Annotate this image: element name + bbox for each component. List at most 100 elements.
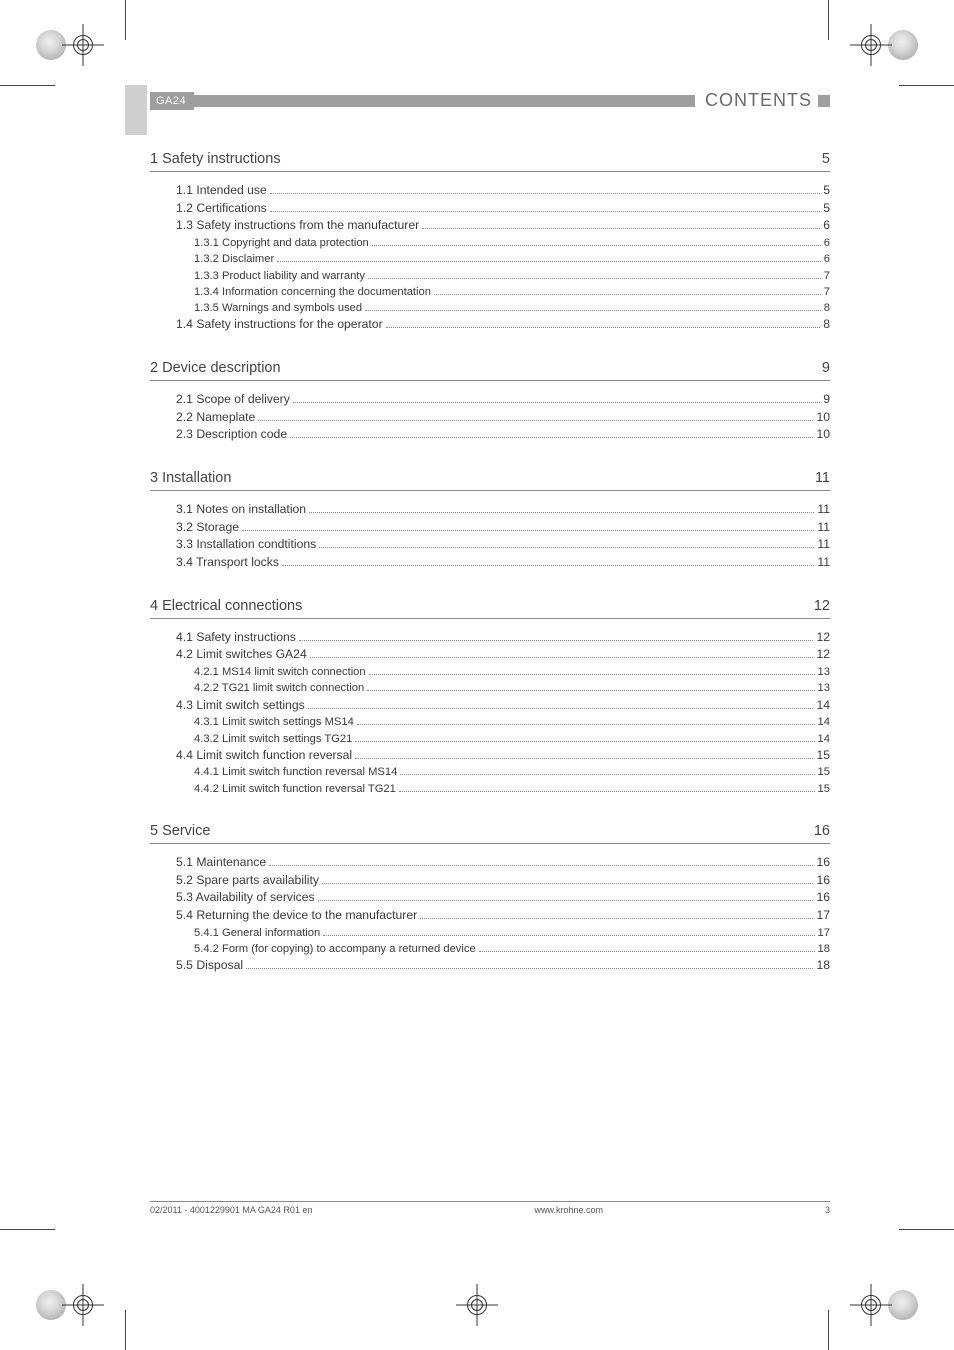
toc-entry-label: 5.2 Spare parts availability (176, 872, 319, 890)
toc-entry-page: 11 (817, 519, 830, 537)
toc-leader-dots (367, 690, 814, 691)
toc-entry-label: 3.3 Installation condtitions (176, 536, 316, 554)
page-content: GA24 CONTENTS 1 Safety instructions51.1 … (150, 90, 830, 975)
toc-entry-label: 1.3 Safety instructions from the manufac… (176, 217, 419, 235)
toc-entry-label: 4.2.2 TG21 limit switch connection (194, 680, 364, 696)
toc-entry-label: 4.4.2 Limit switch function reversal TG2… (194, 781, 396, 797)
toc-section-heading: 2 Device description9 (150, 360, 830, 381)
toc-entry: 2.2 Nameplate10 (176, 409, 830, 427)
toc-leader-dots (242, 530, 814, 531)
toc-leader-dots (270, 211, 820, 212)
toc-entry-page: 5 (823, 182, 830, 200)
toc-entry-page: 6 (824, 251, 830, 267)
toc-leader-dots (420, 918, 813, 919)
toc-entry: 1.3.3 Product liability and warranty7 (176, 268, 830, 284)
toc-leader-dots (369, 674, 815, 675)
toc-entry-label: 4.3.2 Limit switch settings TG21 (194, 731, 352, 747)
toc-entry-page: 14 (816, 697, 830, 715)
toc-entry-page: 17 (818, 925, 830, 941)
toc-entry-label: 4.4 Limit switch function reversal (176, 747, 352, 765)
toc-entry-label: 5.4 Returning the device to the manufact… (176, 907, 417, 925)
toc-entry: 4.3.1 Limit switch settings MS1414 (176, 714, 830, 730)
toc-section-page: 16 (814, 823, 830, 839)
registration-mark-bc (460, 1288, 494, 1322)
toc-entry-label: 5.5 Disposal (176, 957, 243, 975)
toc-entry-label: 5.4.2 Form (for copying) to accompany a … (194, 941, 476, 957)
registration-mark-tl (36, 28, 100, 62)
toc-entry: 3.1 Notes on installation11 (176, 501, 830, 519)
toc-leader-dots (290, 437, 813, 438)
toc-leader-dots (323, 935, 814, 936)
toc-entry: 5.5 Disposal 18 (176, 957, 830, 975)
toc-leader-dots (386, 327, 821, 328)
toc-entry: 1.4 Safety instructions for the operator… (176, 316, 830, 334)
toc-entry: 4.4.2 Limit switch function reversal TG2… (176, 781, 830, 797)
toc-entry-page: 13 (818, 680, 830, 696)
toc-entry-page: 16 (816, 872, 830, 890)
toc-leader-dots (270, 193, 820, 194)
toc-entry-label: 2.3 Description code (176, 426, 287, 444)
crop-mark (0, 1229, 55, 1230)
toc-leader-dots (422, 228, 820, 229)
toc-entry: 5.3 Availability of services16 (176, 889, 830, 907)
toc-entry: 5.4.2 Form (for copying) to accompany a … (176, 941, 830, 957)
toc-leader-dots (308, 708, 814, 709)
header-tag: GA24 (150, 92, 194, 110)
toc-entry: 4.3 Limit switch settings14 (176, 697, 830, 715)
registration-mark-br (854, 1288, 918, 1322)
toc-entry-page: 7 (824, 268, 830, 284)
toc-entry-page: 15 (818, 781, 830, 797)
toc-entry-page: 18 (816, 957, 830, 975)
toc-section-title: 1 Safety instructions (150, 151, 281, 167)
toc-section-heading: 1 Safety instructions5 (150, 151, 830, 172)
toc-entry-page: 18 (818, 941, 830, 957)
toc-entry-page: 11 (817, 536, 830, 554)
header-square-icon (818, 95, 830, 107)
toc-section-body: 5.1 Maintenance165.2 Spare parts availab… (150, 854, 830, 975)
toc-entry: 5.4 Returning the device to the manufact… (176, 907, 830, 925)
bleed-chip (125, 85, 147, 135)
toc-entry: 5.4.1 General information17 (176, 925, 830, 941)
toc-leader-dots (399, 791, 815, 792)
toc-entry: 1.3.2 Disclaimer 6 (176, 251, 830, 267)
toc-entry: 4.4 Limit switch function reversal15 (176, 747, 830, 765)
toc-entry-label: 4.2 Limit switches GA24 (176, 646, 307, 664)
toc-section-body: 3.1 Notes on installation113.2 Storage11… (150, 501, 830, 572)
toc-entry-page: 17 (816, 907, 830, 925)
toc-leader-dots (310, 657, 814, 658)
toc-section: 2 Device description92.1 Scope of delive… (150, 360, 830, 444)
toc-leader-dots (318, 900, 814, 901)
toc-leader-dots (355, 758, 813, 759)
toc-entry-page: 12 (816, 646, 830, 664)
toc-section: 5 Service165.1 Maintenance165.2 Spare pa… (150, 823, 830, 975)
table-of-contents: 1 Safety instructions51.1 Intended use51… (150, 151, 830, 975)
toc-leader-dots (434, 294, 821, 295)
crop-mark (828, 0, 829, 40)
toc-leader-dots (372, 245, 821, 246)
toc-entry-label: 1.2 Certifications (176, 200, 267, 218)
toc-entry-page: 8 (823, 316, 830, 334)
toc-leader-dots (293, 402, 820, 403)
toc-section-heading: 5 Service16 (150, 823, 830, 844)
toc-entry-label: 1.3.4 Information concerning the documen… (194, 284, 431, 300)
toc-entry-page: 16 (816, 854, 830, 872)
toc-leader-dots (246, 968, 813, 969)
toc-entry: 4.2.2 TG21 limit switch connection 13 (176, 680, 830, 696)
toc-entry: 1.3.4 Information concerning the documen… (176, 284, 830, 300)
crop-mark (0, 85, 55, 86)
toc-entry-label: 1.3.2 Disclaimer (194, 251, 274, 267)
toc-entry: 1.3 Safety instructions from the manufac… (176, 217, 830, 235)
toc-leader-dots (309, 512, 814, 513)
page-header: GA24 CONTENTS (150, 90, 830, 111)
toc-leader-dots (400, 774, 814, 775)
toc-entry-label: 5.1 Maintenance (176, 854, 266, 872)
toc-entry: 5.2 Spare parts availability 16 (176, 872, 830, 890)
toc-leader-dots (277, 261, 821, 262)
toc-entry-page: 15 (818, 764, 830, 780)
toc-leader-dots (322, 883, 813, 884)
toc-section: 3 Installation113.1 Notes on installatio… (150, 470, 830, 572)
registration-mark-tr (854, 28, 918, 62)
toc-section-body: 1.1 Intended use51.2 Certifications51.3 … (150, 182, 830, 334)
toc-entry: 1.3.1 Copyright and data protection6 (176, 235, 830, 251)
toc-entry-label: 3.1 Notes on installation (176, 501, 306, 519)
